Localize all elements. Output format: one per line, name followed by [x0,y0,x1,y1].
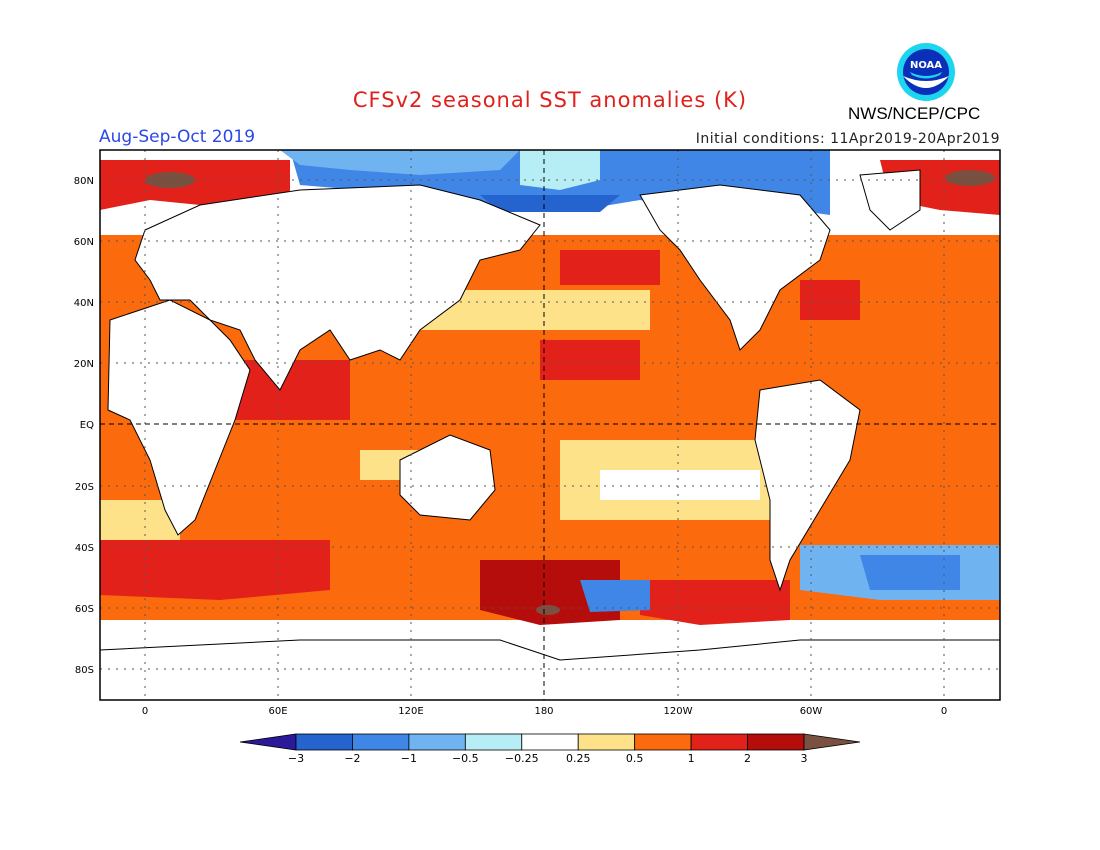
legend-label: 1 [688,752,695,765]
legend-label: −2 [344,752,360,765]
legend-swatch [634,733,692,751]
legend-label: 2 [744,752,751,765]
lon-label: 0 [941,706,947,717]
lat-label: 40N [74,298,94,309]
lat-label: 40S [75,543,94,554]
legend-label: −3 [288,752,304,765]
legend-label: 0.5 [626,752,644,765]
legend-label: 3 [801,752,808,765]
reference-lines [100,150,1000,700]
lon-label: 120W [664,706,693,717]
legend-label: −0.5 [452,752,479,765]
legend-label: −1 [401,752,417,765]
lon-label: 60E [268,706,287,717]
lat-label: 20N [74,359,94,370]
initial-conditions-label: Initial conditions: 11Apr2019-20Apr2019 [695,131,1000,147]
legend-label: −0.25 [505,752,539,765]
map-title: CFSv2 seasonal SST anomalies (K) [352,88,748,112]
legend-swatch [464,733,523,751]
lon-label: 180 [534,706,553,717]
lat-label: 80S [75,665,94,676]
legend-arrow-low [239,733,297,751]
legend-arrow-high [803,733,861,751]
agency-label: NWS/NCEP/CPC [848,104,981,123]
latitude-labels: 80N 60N 40N 20N EQ 20S 40S 60S 80S [74,176,94,676]
legend-swatch [577,733,636,751]
svg-text:NOAA: NOAA [910,60,942,71]
lat-label: EQ [80,420,94,431]
legend-label: 0.25 [566,752,591,765]
lon-label: 120E [398,706,423,717]
map-frame [99,149,1001,701]
legend-swatch [408,733,466,751]
legend-swatch [352,733,410,751]
lat-label: 20S [75,482,94,493]
legend-swatch [690,733,748,751]
longitude-labels: 0 60E 120E 180 120W 60W 0 [142,706,947,717]
season-label: Aug-Sep-Oct 2019 [99,127,256,147]
legend-swatch [521,733,579,751]
graticule [100,150,1000,700]
legend-swatch [747,733,805,751]
noaa-logo-icon: NOAA [897,43,955,101]
lat-label: 60S [75,604,94,615]
lon-label: 0 [142,706,148,717]
lat-label: 80N [74,176,94,187]
color-scale-legend: −3 −2 −1 −0.5 −0.25 0.25 0.5 1 2 3 [239,733,861,765]
continents [100,169,1000,700]
lon-label: 60W [800,706,823,717]
legend-swatch [295,733,353,751]
lat-label: 60N [74,237,94,248]
